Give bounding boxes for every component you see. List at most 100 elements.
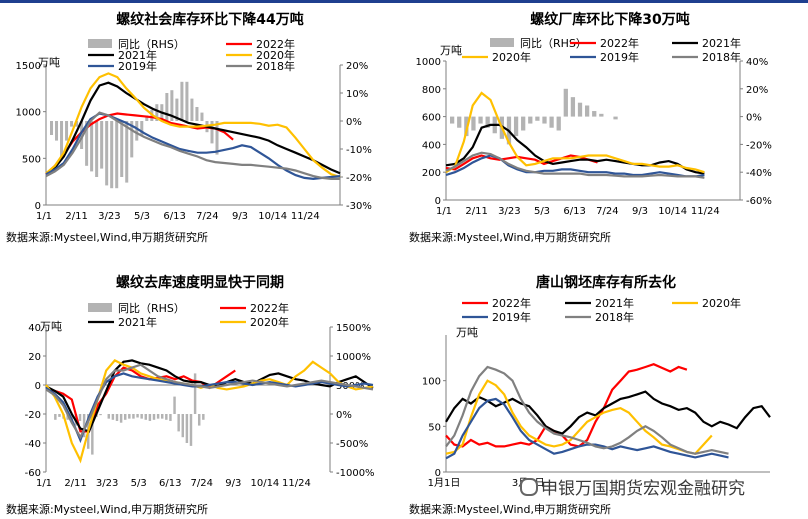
y2-tick-label: 0% [746,113,762,124]
yoy-bar [99,414,102,416]
yoy-bar [58,414,61,417]
yoy-bar [592,111,597,117]
y-tick-label: 1000 [16,108,41,119]
yoy-bar [65,121,69,141]
yoy-bar [110,121,114,189]
legend-label: 2019年 [600,50,639,64]
yoy-bar [144,414,148,420]
watermark: 申银万国期货宏观金融研究 [520,474,790,499]
yoy-bar [70,121,74,127]
series-line-2018年 [445,365,729,455]
yoy-bar [471,116,476,131]
yoy-bar [50,121,54,135]
legend-label: 2022年 [250,301,289,315]
chart-title: 唐山钢坯库存有所去化 [536,274,676,291]
yoy-bar [195,107,199,121]
x-tick-label: 5/3 [534,206,550,217]
yoy-bar [119,414,123,423]
yoy-bar [148,414,152,421]
yoy-bar [111,414,115,420]
x-tick-label: 9/3 [225,478,241,489]
y2-tick-label: -1000% [336,468,375,479]
y-tick-label: 1500 [16,61,41,72]
legend-label: 2021年 [118,315,157,329]
yoy-bar [450,116,455,124]
x-tick-label: 3/23 [498,206,520,217]
y-tick-label: 40 [28,323,41,334]
x-tick-label: 1/1 [436,206,452,217]
yoy-bar [181,414,185,438]
chart-rebar_social: 螺纹社会库存环比下降44万吨 0 500 1000 1500 -30% -20% -10% 0%… [6,11,372,244]
y-tick-label: 50 [428,422,441,433]
yoy-bar [570,97,576,117]
yoy-bar [152,414,156,420]
series-line-2019年 [445,397,729,460]
yoy-bar [202,414,205,420]
yoy-bar [132,414,135,419]
chart-title: 螺纹社会库存环比下降44万吨 [116,11,303,28]
legend-label: 同比（RHS） [118,302,185,315]
yoy-bar [464,116,469,137]
source-note: 数据来源:Mysteel,Wind,申万期货研究所 [409,502,611,516]
y2-tick-label: 1000% [336,352,371,363]
yoy-bar [190,98,194,121]
x-tick-label: 11/24 [291,211,320,222]
yoy-bar [82,414,86,438]
yoy-bar [613,116,618,120]
yoy-bar [91,414,94,455]
x-tick-label: 10/14 [258,211,287,222]
unit-label: 万吨 [456,326,478,339]
y2-tick-label: -40% [746,168,772,179]
yoy-bar [189,414,193,446]
yoy-bar [115,414,119,421]
x-tick-label: 11/24 [691,206,720,217]
yoy-bar [140,414,143,419]
series-line-2022年 [445,363,688,448]
legend-label: 2018年 [595,310,634,324]
legend-swatch [490,38,514,47]
yoy-bar [80,121,84,149]
yoy-bar [100,121,104,169]
y2-tick-label: 20% [746,85,768,96]
y2-tick-label: -20% [746,140,772,151]
legend-label: 2018年 [256,59,295,73]
series-line-2021年 [45,81,341,175]
legend-label: 2020年 [250,315,289,329]
x-tick-label: 1月1日 [428,477,461,489]
yoy-bar [75,121,79,127]
chart-title: 螺纹去库速度明显快于同期 [116,274,284,291]
wechat-icon [520,478,538,496]
x-tick-label: 3/23 [98,211,120,222]
series-line-2021年 [45,359,374,433]
x-tick-label: 6/13 [159,478,181,489]
yoy-bar [120,121,124,177]
yoy-bar [165,93,169,121]
y-tick-label: 1000 [416,57,441,68]
y2-tick-label: 0% [336,410,352,421]
y-tick-label: 0 [35,381,41,392]
chart-rebar_mill: 螺纹厂库环比下降30万吨 0 200 400 600 800 1000 -60% -40% -20… [409,11,772,244]
yoy-bar [521,116,526,131]
unit-label: 万吨 [40,320,62,333]
series-line-2022年 [445,154,598,171]
y2-tick-label: 10% [346,89,368,100]
yoy-bar [145,115,149,121]
y-tick-label: 0 [435,468,441,479]
yoy-bar [535,116,540,121]
yoy-bar [95,121,99,177]
y2-tick-label: 20% [346,61,368,72]
y-tick-label: 500 [22,154,41,165]
yoy-bar [155,104,159,121]
series-line-2018年 [445,151,705,179]
yoy-bar [85,121,89,166]
y2-tick-label: 40% [746,57,768,68]
unit-label: 万吨 [440,44,462,57]
y2-tick-label: 0% [346,117,362,128]
source-note: 数据来源:Mysteel,Wind,申万期货研究所 [6,230,208,244]
y2-tick-label: -60% [746,196,772,207]
x-tick-label: 10/14 [658,206,687,217]
legend-label: 同比（RHS） [118,38,185,51]
y-tick-label: 400 [422,140,441,151]
x-tick-label: 1/1 [36,211,52,222]
legend-label: 同比（RHS） [520,37,587,50]
